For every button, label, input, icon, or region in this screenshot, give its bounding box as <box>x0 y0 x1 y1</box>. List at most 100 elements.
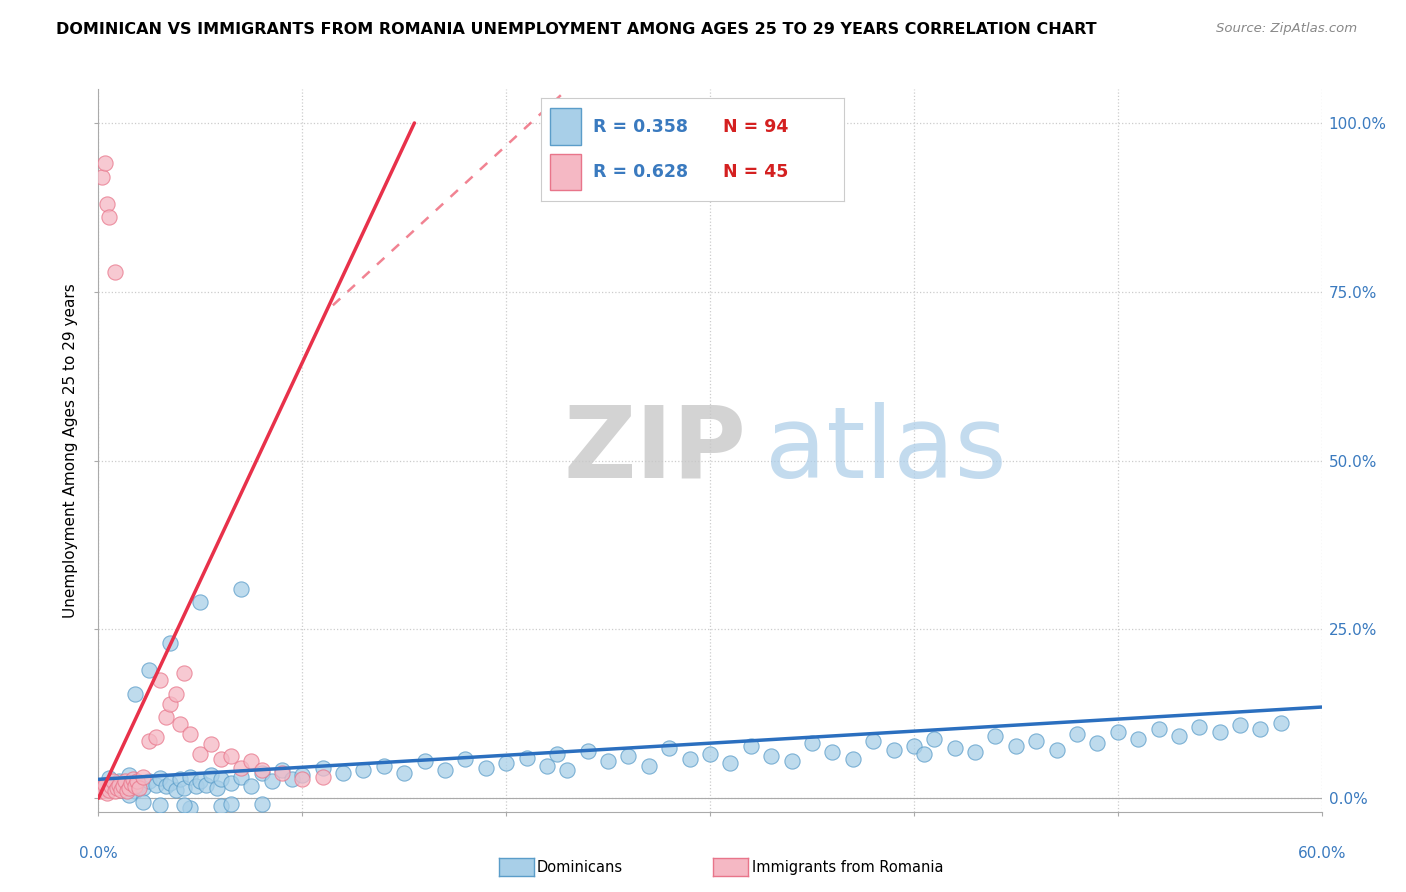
Point <box>108 778 131 792</box>
Point <box>173 666 195 681</box>
Point <box>115 784 138 798</box>
Point <box>219 749 242 764</box>
Point <box>111 781 134 796</box>
Point <box>270 763 294 777</box>
Text: Dominicans: Dominicans <box>537 860 623 874</box>
Point <box>169 717 191 731</box>
Point <box>291 767 314 781</box>
Point <box>617 749 640 764</box>
Point <box>104 264 127 278</box>
Point <box>454 752 477 766</box>
Point <box>169 772 191 787</box>
Point <box>188 595 212 609</box>
Point <box>145 731 167 745</box>
Point <box>132 770 155 784</box>
Text: N = 94: N = 94 <box>723 118 787 136</box>
Point <box>1270 715 1292 730</box>
Point <box>209 752 232 766</box>
Point <box>179 770 201 784</box>
Point <box>149 673 172 687</box>
Point <box>1004 739 1026 753</box>
Point <box>149 771 172 785</box>
Point <box>219 776 242 790</box>
Text: R = 0.628: R = 0.628 <box>593 163 688 181</box>
Point <box>943 740 966 755</box>
Point <box>145 778 167 792</box>
Point <box>110 783 132 797</box>
Text: N = 45: N = 45 <box>723 163 787 181</box>
Point <box>104 784 127 798</box>
Point <box>392 765 416 780</box>
Text: 60.0%: 60.0% <box>1298 847 1346 862</box>
Point <box>352 763 374 777</box>
Point <box>250 763 273 777</box>
Point <box>373 759 395 773</box>
Point <box>1167 729 1189 743</box>
Point <box>638 759 661 773</box>
Point <box>1066 727 1088 741</box>
Point <box>1188 720 1211 734</box>
Text: R = 0.358: R = 0.358 <box>593 118 688 136</box>
Point <box>434 763 457 777</box>
Point <box>118 767 141 781</box>
Point <box>250 765 273 780</box>
Point <box>841 752 863 766</box>
Point <box>188 747 212 762</box>
Point <box>598 754 620 768</box>
Text: DOMINICAN VS IMMIGRANTS FROM ROMANIA UNEMPLOYMENT AMONG AGES 25 TO 29 YEARS CORR: DOMINICAN VS IMMIGRANTS FROM ROMANIA UNE… <box>56 22 1097 37</box>
Point <box>124 779 146 793</box>
Point <box>93 156 115 170</box>
Point <box>240 779 263 793</box>
Point <box>97 771 120 785</box>
Point <box>195 778 218 792</box>
Text: Immigrants from Romania: Immigrants from Romania <box>752 860 943 874</box>
Point <box>159 636 181 650</box>
Point <box>200 767 222 781</box>
Point <box>108 774 131 789</box>
Point <box>111 779 134 793</box>
Text: Source: ZipAtlas.com: Source: ZipAtlas.com <box>1216 22 1357 36</box>
Point <box>495 756 517 770</box>
Point <box>1085 736 1108 750</box>
Point <box>740 739 762 753</box>
Point <box>96 197 118 211</box>
Text: 0.0%: 0.0% <box>79 847 118 862</box>
Point <box>474 761 498 775</box>
Point <box>173 797 195 812</box>
Point <box>219 797 242 811</box>
Point <box>100 779 122 793</box>
Point <box>132 781 155 796</box>
Point <box>270 765 294 780</box>
Point <box>1229 718 1251 732</box>
Point <box>332 765 354 780</box>
Point <box>186 779 208 793</box>
Point <box>413 754 436 768</box>
Point <box>1209 725 1232 739</box>
Point <box>576 744 599 758</box>
Point <box>155 710 177 724</box>
Point <box>231 770 253 784</box>
Point <box>173 781 195 796</box>
Point <box>127 774 149 789</box>
Point <box>1107 725 1129 739</box>
Point <box>209 772 232 787</box>
Point <box>546 747 568 762</box>
Point <box>188 774 212 789</box>
Point <box>231 761 253 775</box>
Point <box>516 750 538 764</box>
Point <box>1147 723 1170 737</box>
Point <box>118 788 141 802</box>
Point <box>89 784 111 798</box>
Point <box>862 734 884 748</box>
Point <box>138 663 160 677</box>
Point <box>761 749 783 764</box>
Point <box>291 772 314 787</box>
Point <box>312 770 335 784</box>
Point <box>801 736 824 750</box>
Point <box>93 778 115 792</box>
Point <box>658 740 681 755</box>
Point <box>155 779 177 793</box>
Point <box>1128 731 1150 746</box>
Point <box>922 731 945 746</box>
Point <box>720 756 742 770</box>
